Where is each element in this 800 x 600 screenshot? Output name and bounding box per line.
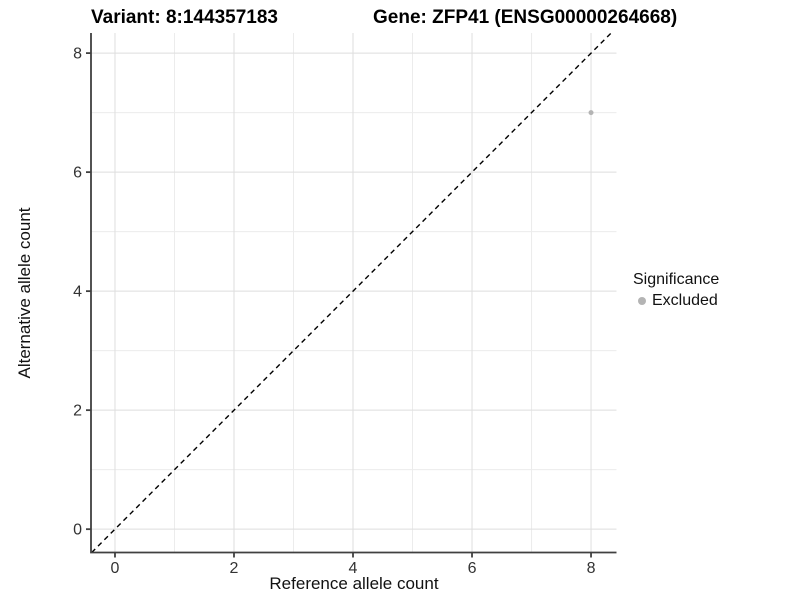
x-tick-label: 2 [230,560,239,577]
variant-title: Variant: 8:144357183 [91,7,278,28]
y-tick-label: 2 [73,403,82,420]
data-point [588,110,594,116]
legend-item-label: Excluded [652,292,718,309]
x-axis-title: Reference allele count [269,574,439,593]
y-tick-label: 4 [73,284,82,301]
x-tick-label: 8 [587,560,596,577]
y-tick-label: 8 [73,46,82,63]
x-tick-label: 6 [468,560,477,577]
gene-title: Gene: ZFP41 (ENSG00000264668) [373,7,678,28]
y-tick-label: 0 [73,522,82,539]
legend-point-icon [638,297,646,305]
legend-item-excluded: Excluded [638,292,719,310]
axis-lines [90,33,617,554]
x-tick-label: 4 [349,560,358,577]
y-tick-label: 6 [73,165,82,182]
y-axis-title: Alternative allele count [15,207,34,379]
x-tick-label: 0 [111,560,120,577]
identity-line [91,32,612,553]
legend: Significance Excluded [633,271,719,310]
legend-title: Significance [633,271,720,288]
